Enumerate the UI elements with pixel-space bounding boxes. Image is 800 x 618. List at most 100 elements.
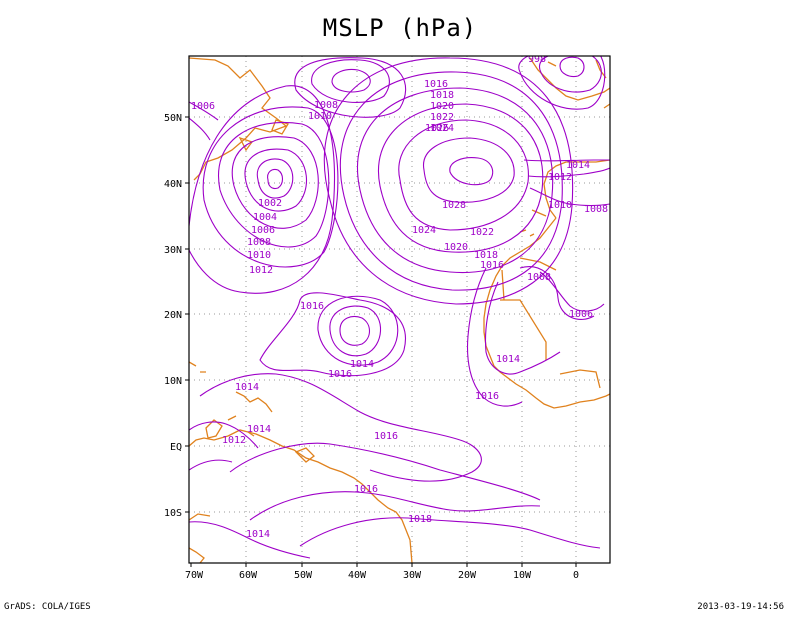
isobar-1014-south <box>199 373 482 482</box>
contour-label: 1014 <box>350 359 374 370</box>
isobar-998 <box>559 56 585 78</box>
contour-label: 1018 <box>474 250 498 261</box>
contour-label: 1014 <box>235 382 259 393</box>
contour-label: 1006 <box>569 309 593 320</box>
contour-label: 1012 <box>249 265 273 276</box>
coastlines <box>189 57 610 563</box>
contour-label: 1010 <box>548 200 572 211</box>
y-tick-label: 30N <box>164 245 182 256</box>
isobar-1026 <box>423 137 515 203</box>
contour-label: 1024 <box>412 225 436 236</box>
isobar-1010-iberia <box>529 187 610 207</box>
coastline-africa-borders <box>500 209 601 389</box>
contour-label: 1014 <box>566 160 590 171</box>
contour-label: 1006 <box>191 101 215 112</box>
x-tick-label: 20W <box>458 570 477 581</box>
isobar-low-west-3 <box>244 148 308 212</box>
contour-label: 1016 <box>475 391 499 402</box>
isobar-1016-north <box>323 57 574 305</box>
y-tick-label: EQ <box>170 442 182 453</box>
isobar-1008-west <box>218 122 330 248</box>
contour-label: 1010 <box>247 250 271 261</box>
isobar-ne-2 <box>539 56 602 93</box>
footer-credit: GrADS: COLA/IGES <box>4 602 91 612</box>
isobar-1016-equator <box>229 442 541 501</box>
y-tick-label: 20N <box>164 310 182 321</box>
isobar-1016-center-2 <box>329 305 382 357</box>
contour-label: 1018 <box>408 514 432 525</box>
coastline-africa <box>483 217 610 409</box>
contour-label: 1028 <box>442 200 466 211</box>
isobar-ne-3 <box>518 56 606 110</box>
x-tick-label: 30W <box>403 570 422 581</box>
isobar-1018 <box>339 71 563 291</box>
contour-label: 1016 <box>374 431 398 442</box>
contour-label: 1012 <box>222 435 246 446</box>
x-tick-label: 40W <box>348 570 367 581</box>
contour-label: 1012 <box>548 172 572 183</box>
contour-label: 1016 <box>354 484 378 495</box>
isobar-1018-south <box>299 517 601 549</box>
contour-label: 1022 <box>430 112 454 123</box>
contour-label: 1006 <box>251 225 275 236</box>
y-axis: 50N 40N 30N 20N 10N EQ 10S <box>164 113 189 519</box>
contour-label: 1018 <box>430 90 454 101</box>
x-tick-label: 50W <box>294 570 313 581</box>
isobar-1014-africa <box>485 281 561 375</box>
x-tick-label: 70W <box>185 570 204 581</box>
isobar-1022 <box>378 103 544 253</box>
isobar-1014-ring <box>317 295 399 366</box>
contour-label: 1016 <box>424 79 448 90</box>
contour-label: 1020 <box>444 242 468 253</box>
contour-label: 1008 <box>247 237 271 248</box>
contour-label: 1022 <box>470 227 494 238</box>
contour-label: 1014 <box>496 354 520 365</box>
contour-label: 1004 <box>253 212 277 223</box>
isobar-low-north-3 <box>294 57 407 118</box>
isobar-1014-sw <box>189 521 311 559</box>
contour-label: 1014 <box>246 529 270 540</box>
isobar-low-west-2 <box>256 158 294 199</box>
x-tick-label: 10W <box>513 570 532 581</box>
coastline-caribbean-islands <box>189 361 273 439</box>
contour-label: 1024 <box>430 123 454 134</box>
y-tick-label: 40N <box>164 179 182 190</box>
isobar-1006-africa <box>539 271 605 312</box>
isobar-1010-west <box>202 106 339 268</box>
isobar-1028 <box>449 157 494 186</box>
contour-label: 1008 <box>527 272 551 283</box>
map-frame <box>188 55 611 564</box>
isobar-1008-africa <box>519 266 595 320</box>
isobar-1016-lower <box>249 491 541 521</box>
isobar-1016-africa <box>467 267 523 407</box>
coastline-europe <box>529 57 610 109</box>
isobar-1016-subtrop <box>259 292 406 377</box>
isobar-low-north-1 <box>331 68 371 93</box>
isobar-low-west-4 <box>231 136 319 229</box>
contour-label: 1016 <box>300 301 324 312</box>
isobar-1012-west <box>189 85 336 294</box>
x-axis: 70W 60W 50W 40W 30W 20W 10W 0 <box>185 563 579 581</box>
contour-label: 1014 <box>247 424 271 435</box>
isobar-contours <box>189 56 610 559</box>
isobar-1012-iberia <box>527 167 610 178</box>
y-tick-label: 50N <box>164 113 182 124</box>
contour-label: 1010 <box>308 111 332 122</box>
contour-label: 1016 <box>328 369 352 380</box>
chart-title: MSLP (hPa) <box>322 14 478 42</box>
y-tick-label: 10S <box>164 508 182 519</box>
footer-timestamp: 2013-03-19-14:56 <box>697 602 784 612</box>
isobar-1024 <box>398 119 529 231</box>
y-tick-label: 10N <box>164 376 182 387</box>
isobar-1020 <box>357 87 554 274</box>
isobar-1014-iberia <box>523 159 610 162</box>
isobar-1006-nw <box>189 101 219 141</box>
contour-label: 1002 <box>258 198 282 209</box>
contour-label: 1020 <box>430 101 454 112</box>
coastline-south-america-interior <box>189 447 315 563</box>
x-tick-label: 60W <box>239 570 258 581</box>
isobar-low-west-1 <box>267 168 284 190</box>
isobar-1016-center <box>339 315 371 346</box>
contour-label: 1008 <box>584 204 608 215</box>
